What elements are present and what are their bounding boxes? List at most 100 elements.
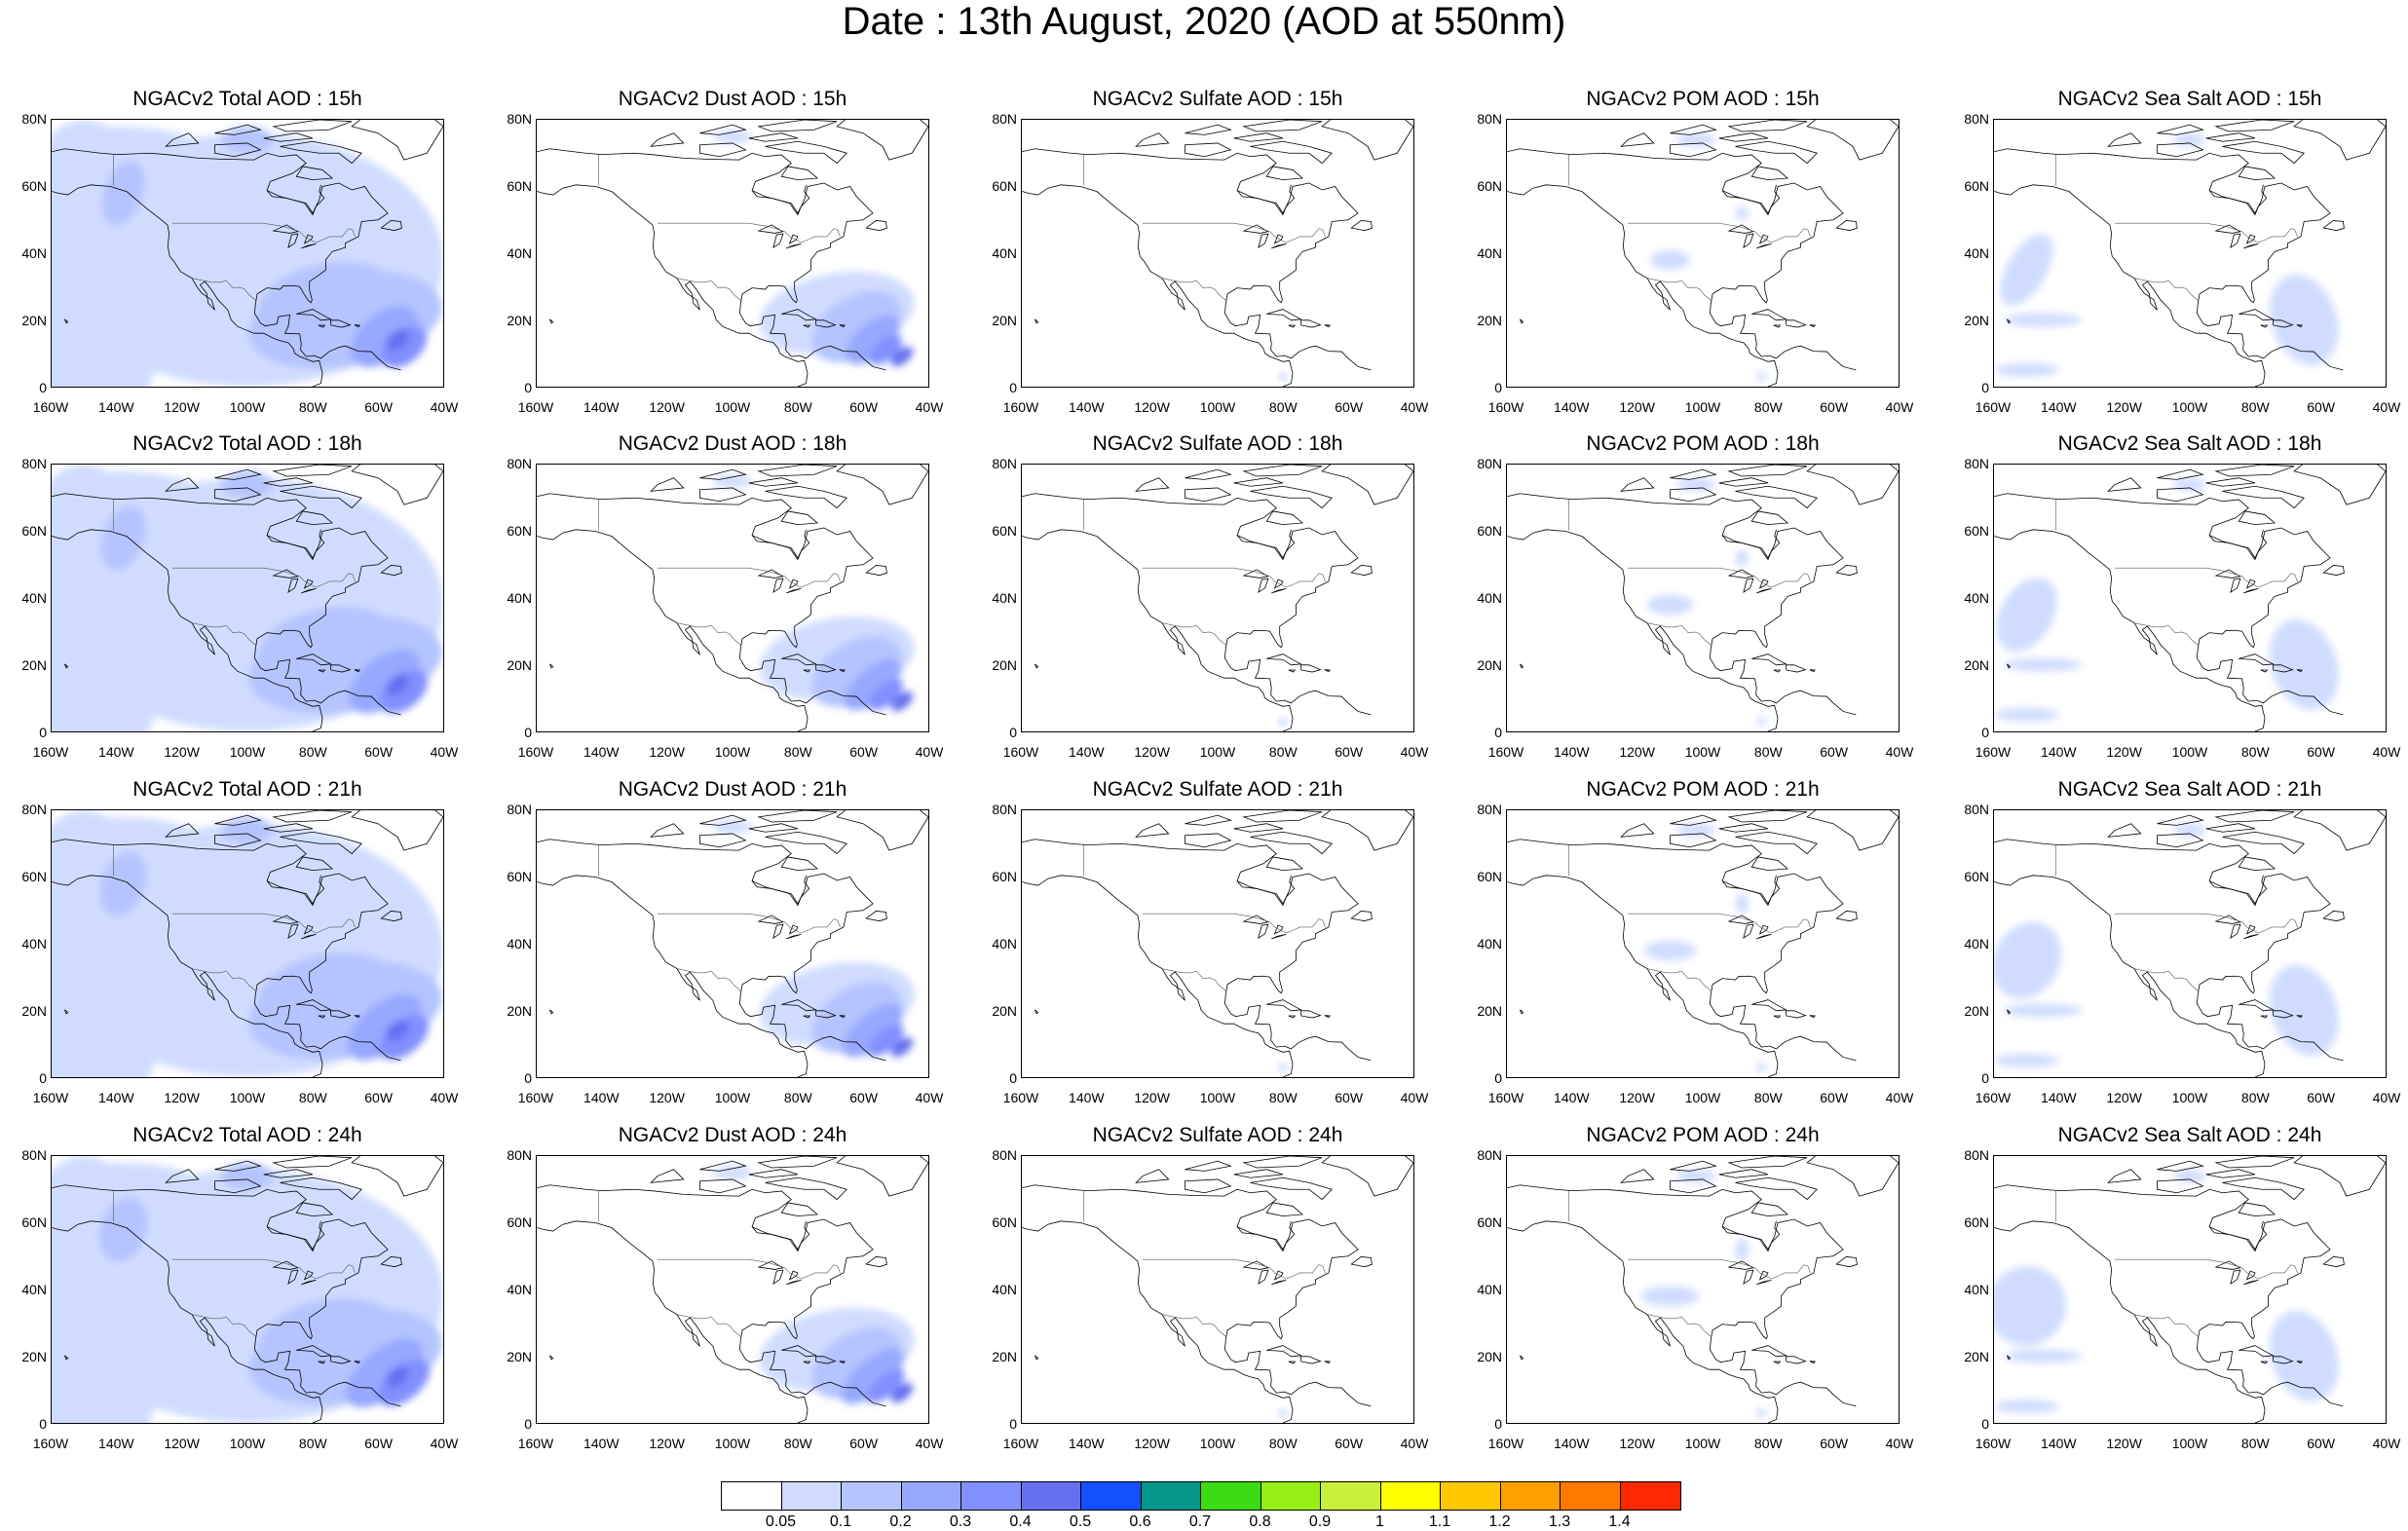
border-line <box>677 1314 741 1337</box>
aod-contour-region <box>2000 234 2053 307</box>
border-line <box>2114 222 2298 243</box>
aod-contour-region <box>100 505 146 571</box>
aod-contour-region <box>1676 132 1716 147</box>
atlantic-coastline <box>1507 1184 1857 1407</box>
pacific-coastline <box>1022 875 1294 1077</box>
arctic-island-outline <box>748 477 799 487</box>
latitude-tick-label: 40N <box>992 245 1017 261</box>
latitude-tick-label: 0 <box>524 725 532 740</box>
arctic-island-outline <box>1265 510 1304 526</box>
aod-shading <box>712 1166 915 1404</box>
latitude-tick-label: 60N <box>1964 178 1989 194</box>
arctic-island-outline <box>2157 468 2204 480</box>
arctic-island-outline <box>351 810 443 851</box>
arctic-island-outline <box>1670 124 1717 135</box>
arctic-island-outline <box>1185 124 1232 135</box>
coastlines <box>537 1156 928 1423</box>
island-outline <box>1266 309 1302 321</box>
panel-title: NGACv2 POM AOD : 24h <box>1586 1124 1820 1146</box>
latitude-tick-label: 20N <box>1477 313 1502 328</box>
longitude-tick-label: 60W <box>849 1090 879 1105</box>
longitude-tick-label: 100W <box>229 399 266 415</box>
coastlines <box>1994 120 2386 387</box>
map-svg <box>1507 120 1899 387</box>
coastlines <box>537 120 928 387</box>
aod-contour-region <box>841 1348 905 1404</box>
aod-contour-region <box>1640 1286 1700 1307</box>
island-outline <box>1786 664 1807 673</box>
aod-shading <box>712 820 915 1058</box>
map-svg <box>1507 810 1899 1077</box>
great-lake-outline <box>788 924 799 935</box>
arctic-island-outline <box>699 487 747 503</box>
aod-shading <box>1647 477 1767 727</box>
border-line <box>1162 278 1226 301</box>
island-outline <box>2296 1015 2303 1019</box>
coastlines <box>1507 810 1899 1077</box>
longitude-tick-label: 100W <box>714 744 751 760</box>
island-outline <box>1288 669 1297 673</box>
arctic-island-outline <box>1242 1156 1323 1169</box>
panel-title: NGACv2 Sulfate AOD : 21h <box>1092 778 1343 801</box>
arctic-island-outline <box>280 831 362 855</box>
great-lake-outline <box>1271 1279 1287 1286</box>
great-lake-outline <box>301 1279 317 1286</box>
atlantic-coastline <box>1507 493 1857 716</box>
arctic-island-outline <box>272 465 353 477</box>
latitude-tick-label: 60N <box>1477 1214 1502 1230</box>
aod-shading <box>1277 1407 1289 1418</box>
aod-contour-region <box>386 1365 409 1387</box>
longitude-tick-label: 120W <box>1619 399 1655 415</box>
arctic-island-outline <box>1185 814 1232 826</box>
island-outline <box>1773 1015 1782 1019</box>
island-outline <box>815 1010 837 1019</box>
great-lake-outline <box>786 1279 802 1286</box>
border-line <box>2114 1258 2298 1280</box>
latitude-tick-label: 40N <box>507 1282 532 1297</box>
arctic-island-outline <box>748 132 799 142</box>
island-outline <box>354 669 360 673</box>
longitude-tick-label: 100W <box>1199 1090 1236 1105</box>
newfoundland-coastline <box>1835 220 1858 232</box>
newfoundland-coastline <box>1350 565 1373 577</box>
island-outline <box>1520 318 1524 324</box>
colorbar-label: 0.8 <box>1249 1513 1271 1530</box>
island-outline <box>2239 999 2275 1012</box>
colorbar-label: 1 <box>1375 1513 1384 1530</box>
aod-contour-region <box>2004 313 2083 327</box>
aod-contour-region <box>1676 823 1716 838</box>
arctic-island-outline <box>2107 1169 2142 1183</box>
map-svg <box>537 810 928 1077</box>
hudson-bay-coastline <box>266 184 325 216</box>
longitude-tick-label: 140W <box>98 744 134 760</box>
island-outline <box>64 318 69 324</box>
border-line <box>1627 222 1811 243</box>
arctic-island-outline <box>1718 1169 1769 1178</box>
arctic-island-outline <box>1670 142 1717 158</box>
longitude-tick-label: 60W <box>1335 744 1364 760</box>
map-svg <box>537 1156 928 1423</box>
latitude-tick-label: 60N <box>1964 869 1989 884</box>
longitude-tick-label: 140W <box>583 1090 620 1105</box>
longitude-tick-label: 40W <box>1885 744 1914 760</box>
aod-contour-region <box>267 501 358 595</box>
longitude-tick-label: 160W <box>1975 1436 2012 1451</box>
arctic-island-outline <box>1242 120 1323 132</box>
border-line <box>192 968 256 991</box>
great-lake-outline <box>788 1270 799 1281</box>
longitude-tick-label: 40W <box>2372 399 2401 415</box>
longitude-tick-label: 40W <box>430 1090 459 1105</box>
island-outline <box>815 319 837 328</box>
great-lake-outline <box>757 1260 784 1270</box>
colorbar-swatch <box>1620 1482 1680 1510</box>
arctic-island-outline <box>2293 1156 2386 1197</box>
map-frame <box>1506 119 1900 388</box>
great-lake-outline <box>2245 924 2256 935</box>
latitude-tick-label: 20N <box>992 313 1017 328</box>
great-lake-outline <box>1756 587 1772 594</box>
panel-title: NGACv2 Dust AOD : 21h <box>618 778 847 801</box>
island-outline <box>1266 653 1302 666</box>
border-line <box>1162 1314 1226 1337</box>
latitude-tick-label: 20N <box>1964 313 1989 328</box>
map-svg <box>1994 1156 2386 1423</box>
